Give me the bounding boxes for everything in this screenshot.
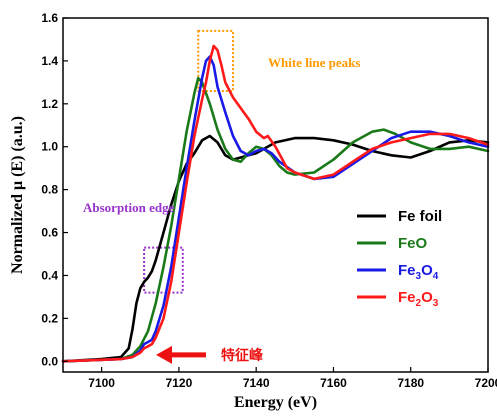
x-axis-title: Energy (eV): [234, 394, 317, 411]
y-tick-label: 0.8: [41, 183, 58, 197]
plot-frame: [62, 17, 489, 373]
white-line-box: [197, 29, 235, 92]
absorption-edge-label: Absorption edge: [83, 200, 175, 215]
legend-label: FeO: [398, 235, 428, 252]
y-tick-label: 0.2: [41, 311, 58, 325]
feature-arrow: [156, 345, 206, 364]
feature-peak-label: 特征峰: [221, 347, 264, 364]
white-line-label: White line peaks: [268, 55, 360, 70]
x-tick-label: 7140: [243, 376, 270, 390]
x-tick-label: 7180: [397, 376, 424, 390]
legend-label: Fe foil: [398, 208, 442, 225]
y-tick-label: 1.0: [41, 140, 58, 154]
x-tick-label: 7160: [320, 376, 347, 390]
absorption-edge-box: [143, 246, 184, 294]
series-line-fe2o3: [61, 44, 490, 363]
y-tick-label: 0.0: [41, 354, 58, 368]
y-tick-label: 1.4: [41, 54, 58, 68]
legend-label: Fe3O4: [398, 262, 439, 282]
legend-label: Fe2O3: [398, 289, 439, 309]
y-tick-label: 1.2: [41, 97, 58, 111]
y-axis-title: Normalized μ (E) (a.u.): [9, 116, 26, 274]
arrow-head: [156, 345, 172, 364]
x-tick-label: 7120: [166, 376, 193, 390]
series-line-feo: [61, 76, 490, 363]
y-tick-label: 0.4: [41, 268, 58, 282]
x-tick-label: 7100: [88, 376, 115, 390]
annotation-boxes: [143, 29, 235, 294]
series-layer: [61, 44, 490, 363]
series-line-fe3o4: [61, 55, 490, 363]
y-tick-label: 0.6: [41, 226, 58, 240]
y-tick-label: 1.6: [41, 11, 58, 25]
legend: Fe foil FeO Fe3O4 Fe2O3: [357, 208, 442, 309]
